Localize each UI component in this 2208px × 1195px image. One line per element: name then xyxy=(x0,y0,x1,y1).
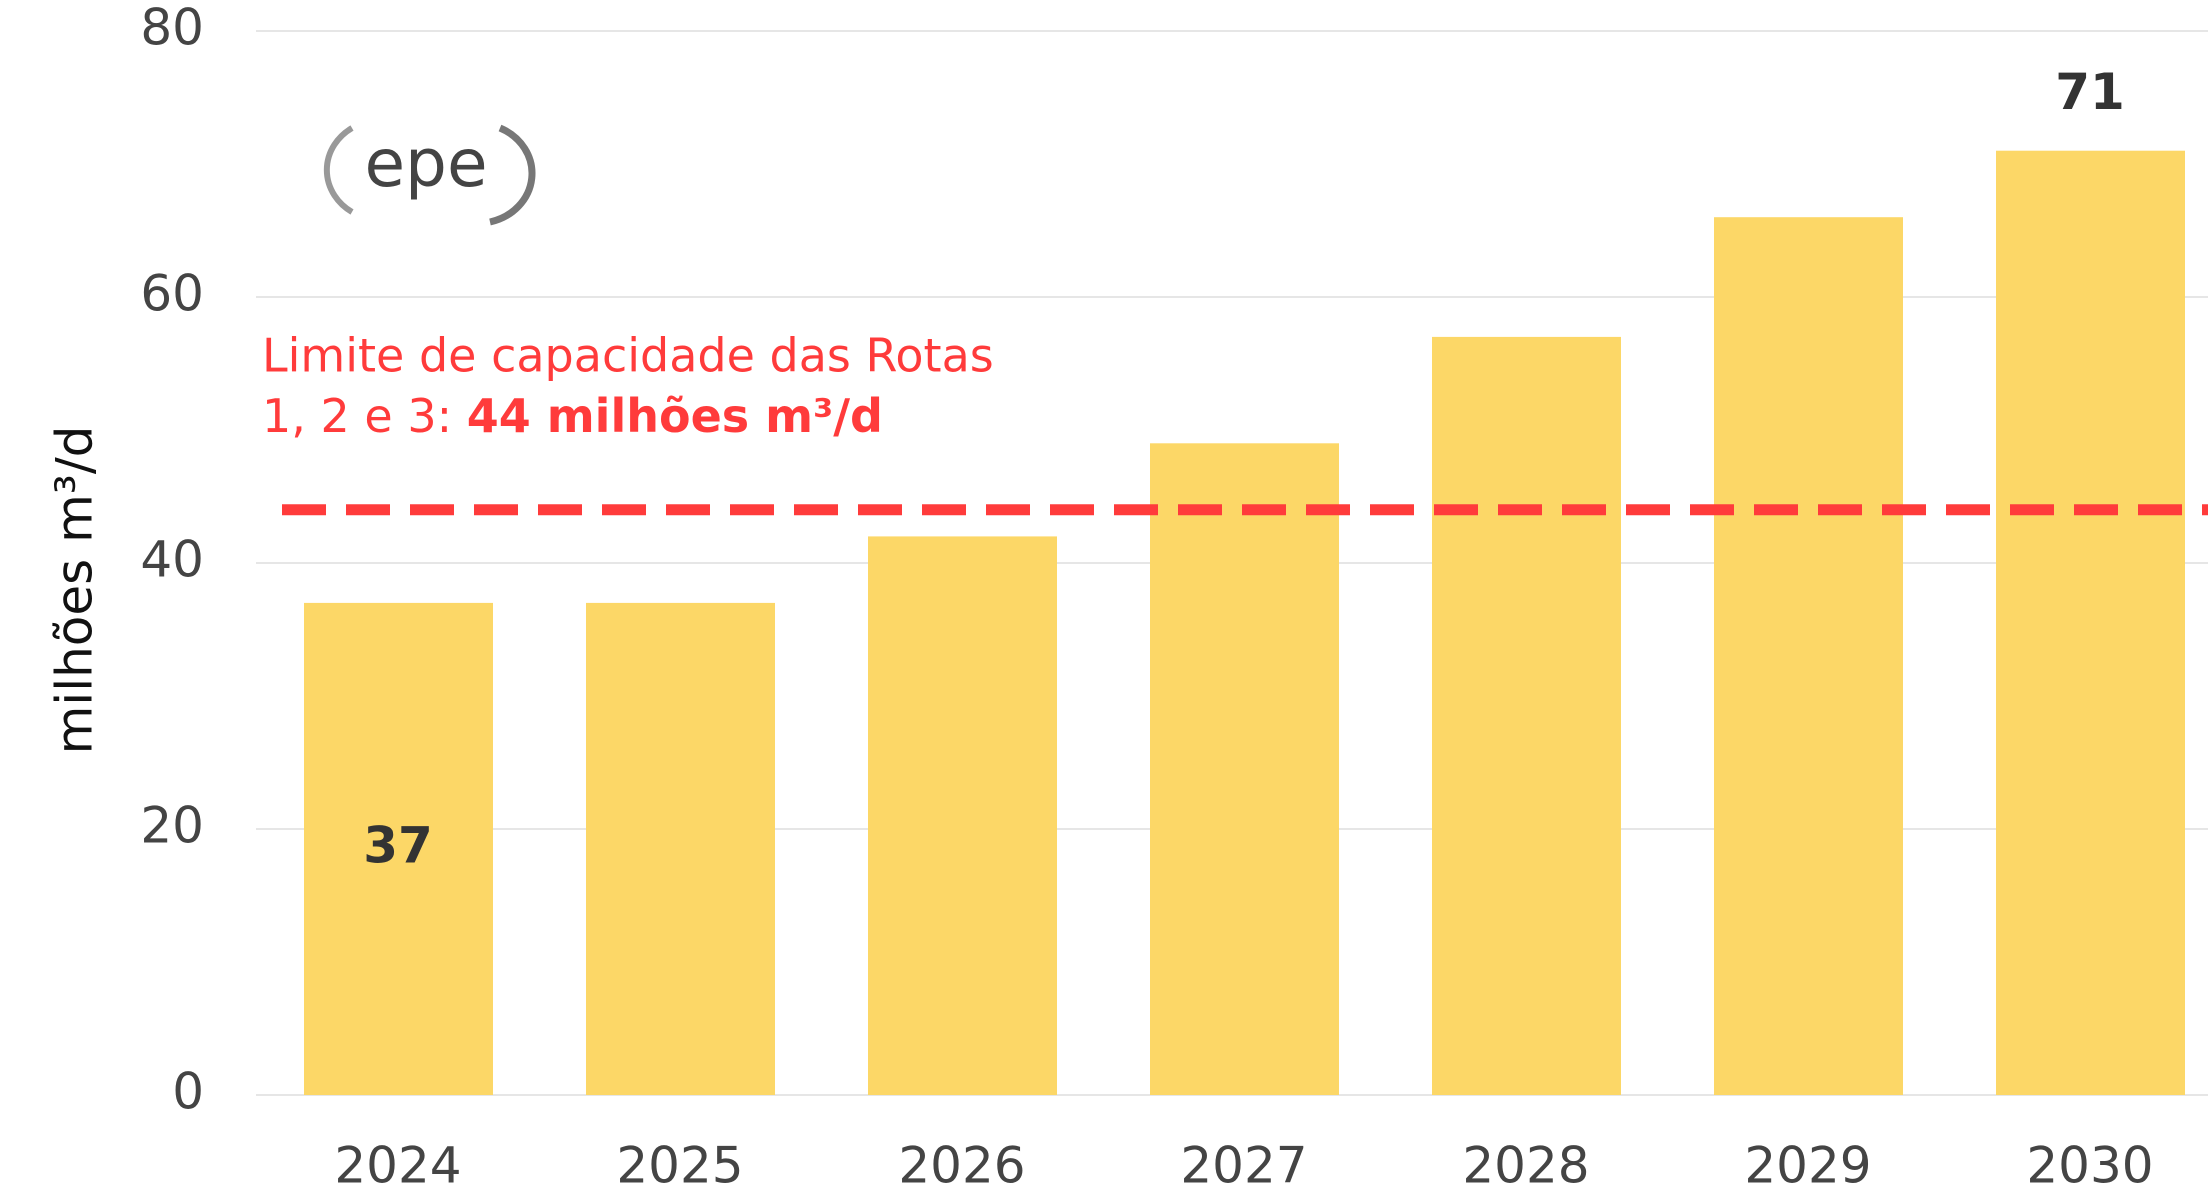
bar xyxy=(868,536,1057,1095)
x-tick-label: 2024 xyxy=(334,1137,461,1195)
x-tick-label: 2030 xyxy=(2026,1137,2153,1195)
data-label: 37 xyxy=(363,817,433,875)
bar xyxy=(304,602,493,1095)
y-tick-label: 20 xyxy=(140,797,204,855)
logo-arc xyxy=(323,125,354,215)
x-tick-label: 2027 xyxy=(1180,1137,1307,1195)
bar xyxy=(1996,150,2185,1095)
x-tick-label: 2025 xyxy=(616,1137,743,1195)
annotation: Limite de capacidade das Rotas xyxy=(262,329,994,383)
logo-arc xyxy=(489,124,536,226)
bar xyxy=(1150,443,1339,1095)
y-tick-label: 60 xyxy=(140,265,204,323)
data-label: 71 xyxy=(2055,63,2125,121)
x-tick-label: 2029 xyxy=(1744,1137,1871,1195)
x-tick-label: 2028 xyxy=(1462,1137,1589,1195)
bar xyxy=(1432,336,1621,1095)
annotation-bold: 44 milhões m³/d xyxy=(467,389,883,443)
y-axis-label: milhões m³/d xyxy=(46,426,104,755)
annotation: 1, 2 e 3: 44 milhões m³/d xyxy=(262,389,883,443)
bar xyxy=(1714,217,1903,1095)
y-tick-label: 40 xyxy=(140,531,204,589)
logo: epe xyxy=(323,124,536,226)
logo-text: epe xyxy=(364,125,487,202)
annotation-prefix: 1, 2 e 3: xyxy=(262,389,467,443)
x-tick-label: 2026 xyxy=(898,1137,1025,1195)
y-tick-label: 0 xyxy=(172,1063,204,1121)
y-tick-label: 80 xyxy=(140,0,204,57)
bar xyxy=(586,602,775,1095)
